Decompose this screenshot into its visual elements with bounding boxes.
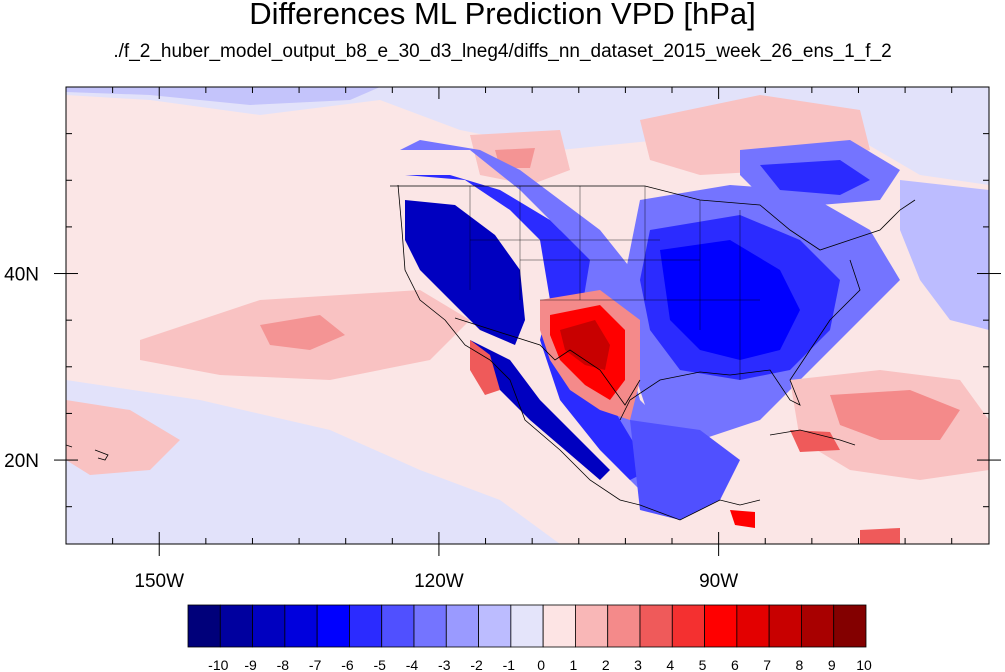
colorbar-swatch <box>316 604 350 648</box>
colorbar-label: -10 <box>208 657 228 672</box>
colorbar-swatch <box>413 604 447 648</box>
colorbar-label: 10 <box>856 657 872 672</box>
y-tick-label: 40N <box>4 265 39 286</box>
colorbar-swatch <box>736 604 770 648</box>
colorbar-swatch <box>768 604 802 648</box>
colorbar: -10 -9 -8 -7 -6 -5 -4 -3 -2 -1 0 1 2 3 4 5 6 7 8 9 10 <box>187 604 872 672</box>
colorbar-swatch <box>187 604 221 648</box>
colorbar-label: 6 <box>731 657 739 672</box>
colorbar-swatch <box>510 604 544 648</box>
colorbar-label: -3 <box>438 657 451 672</box>
y-tick-label: 20N <box>4 451 39 472</box>
colorbar-label: -9 <box>244 657 257 672</box>
x-tick-label: 90W <box>699 571 738 592</box>
colorbar-swatch <box>252 604 286 648</box>
colorbar-label: 9 <box>828 657 836 672</box>
colorbar-swatch <box>607 604 641 648</box>
colorbar-label: 5 <box>699 657 707 672</box>
colorbar-label: -1 <box>503 657 516 672</box>
colorbar-swatch <box>445 604 479 648</box>
x-tick-label: 150W <box>134 571 184 592</box>
colorbar-swatch <box>833 604 867 648</box>
colorbar-label: 0 <box>537 657 545 672</box>
colorbar-label: 4 <box>666 657 674 672</box>
vpd-difference-field <box>66 87 989 544</box>
colorbar-label: -6 <box>341 657 354 672</box>
colorbar-swatch <box>381 604 415 648</box>
x-tick-label: 120W <box>414 571 464 592</box>
colorbar-swatch <box>349 604 383 648</box>
colorbar-swatch <box>704 604 738 648</box>
colorbar-label: 7 <box>763 657 771 672</box>
map-title: Differences ML Prediction VPD [hPa] <box>249 0 756 31</box>
colorbar-label: 1 <box>570 657 578 672</box>
colorbar-swatch <box>542 604 576 648</box>
colorbar-label: -7 <box>309 657 322 672</box>
map-axis-ticks: 150W 120W 90W 40N 20N <box>4 87 1001 592</box>
map-subtitle: ./f_2_huber_model_output_b8_e_30_d3_lneg… <box>113 41 892 62</box>
colorbar-label: -2 <box>470 657 483 672</box>
colorbar-label: 8 <box>796 657 804 672</box>
colorbar-label: 2 <box>602 657 610 672</box>
colorbar-label: -5 <box>373 657 386 672</box>
colorbar-swatch <box>671 604 705 648</box>
colorbar-swatch <box>575 604 609 648</box>
colorbar-swatch <box>801 604 835 648</box>
colorbar-label: 3 <box>634 657 642 672</box>
colorbar-swatch <box>639 604 673 648</box>
colorbar-swatch <box>219 604 253 648</box>
colorbar-label: -4 <box>406 657 419 672</box>
colorbar-swatch <box>478 604 512 648</box>
map-frame <box>65 86 990 545</box>
colorbar-label: -8 <box>277 657 290 672</box>
colorbar-swatch <box>284 604 318 648</box>
